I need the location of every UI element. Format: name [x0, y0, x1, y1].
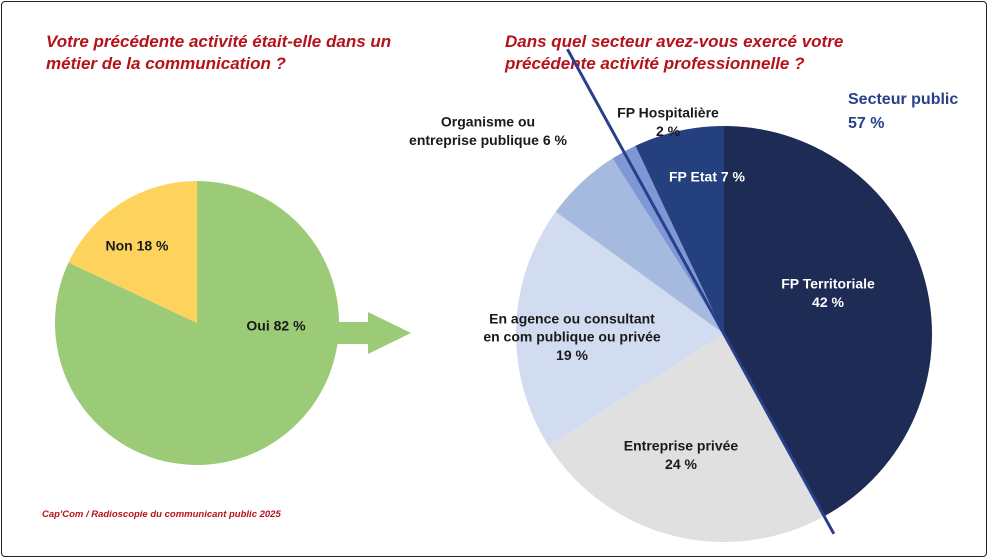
right-pie-slice-5 — [612, 145, 724, 334]
secteur-public-label: Secteur public — [848, 91, 958, 108]
right-pie-label-1-line-1: 42 % — [812, 294, 844, 310]
right-pie-slice-1 — [724, 126, 933, 517]
right-pie-label-2-line-0: Entreprise privée — [624, 438, 739, 454]
left-pie-label-non-line-0: Non 18 % — [105, 238, 169, 254]
arrow-shape — [330, 312, 411, 354]
right-pie-label-4-line-1: entreprise publique 6 % — [409, 132, 567, 148]
right-pie-label-6-line-0: FP Etat 7 % — [669, 169, 746, 185]
secteur-public-divider — [566, 48, 836, 535]
right-pie-label-5-line-1: 2 % — [656, 123, 681, 139]
left-pie-label-oui-line-0: Oui 82 % — [246, 318, 306, 334]
right-pie-slice-2 — [548, 334, 825, 542]
left-pie-slice-non — [68, 180, 197, 323]
right-pie-slice-4 — [555, 158, 724, 334]
source-note: Cap'Com / Radioscopie du communicant pub… — [42, 509, 281, 520]
secteur-public-value: 57 % — [848, 115, 884, 132]
right-pie-label-2-line-1: 24 % — [665, 456, 697, 472]
right-pie-label-4-line-0: Organisme ou — [441, 114, 535, 130]
left-chart-title: Votre précédente activité était-elle dan… — [46, 32, 392, 73]
right-pie-label-3-line-0: En agence ou consultant — [489, 311, 655, 327]
right-chart-title: Dans quel secteur avez-vous exercé votre… — [505, 32, 844, 73]
right-pie-label-3-line-1: en com publique ou privée — [483, 329, 661, 345]
right-pie-label-1-line-0: FP Territoriale — [781, 276, 875, 292]
right-pie-slice-3 — [516, 211, 724, 446]
right-pie-label-3-line-2: 19 % — [556, 347, 588, 363]
right-pie-slice-6 — [635, 126, 724, 334]
right-pie-label-5-line-0: FP Hospitalière — [617, 105, 719, 121]
